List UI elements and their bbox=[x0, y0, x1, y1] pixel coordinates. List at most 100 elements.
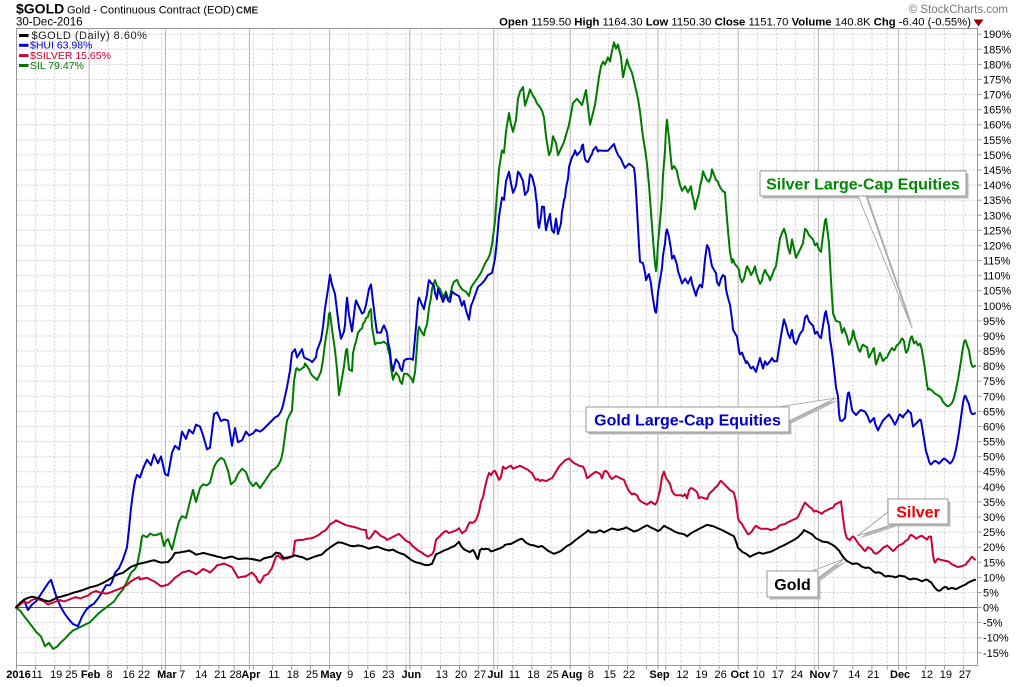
svg-text:7: 7 bbox=[179, 669, 185, 681]
svg-text:11: 11 bbox=[509, 669, 520, 681]
svg-text:-10%: -10% bbox=[983, 633, 1009, 645]
svg-text:130%: 130% bbox=[983, 210, 1011, 222]
svg-text:135%: 135% bbox=[983, 195, 1011, 207]
svg-text:23: 23 bbox=[382, 669, 394, 681]
svg-text:$GOLD: $GOLD bbox=[16, 1, 64, 17]
svg-text:Sep: Sep bbox=[649, 669, 669, 681]
svg-text:22: 22 bbox=[138, 669, 150, 681]
svg-text:10: 10 bbox=[753, 669, 765, 681]
svg-text:14: 14 bbox=[848, 669, 860, 681]
svg-text:21: 21 bbox=[867, 669, 879, 681]
svg-text:-15%: -15% bbox=[983, 648, 1009, 660]
svg-text:45%: 45% bbox=[983, 467, 1005, 479]
svg-text:110%: 110% bbox=[983, 271, 1011, 283]
svg-text:105%: 105% bbox=[983, 286, 1011, 298]
svg-text:Aug: Aug bbox=[561, 669, 582, 681]
svg-text:-5%: -5% bbox=[983, 618, 1003, 630]
svg-text:11: 11 bbox=[268, 669, 279, 681]
svg-text:15%: 15% bbox=[983, 557, 1005, 569]
svg-text:55%: 55% bbox=[983, 437, 1005, 449]
svg-text:SIL 79.47%: SIL 79.47% bbox=[30, 60, 84, 72]
svg-text:16: 16 bbox=[123, 669, 135, 681]
svg-text:0%: 0% bbox=[983, 603, 999, 615]
svg-text:Jun: Jun bbox=[402, 669, 422, 681]
svg-text:27: 27 bbox=[474, 669, 486, 681]
svg-text:90%: 90% bbox=[983, 331, 1005, 343]
svg-text:Silver: Silver bbox=[896, 504, 940, 521]
svg-text:2016: 2016 bbox=[6, 669, 30, 681]
svg-text:Nov: Nov bbox=[810, 669, 832, 681]
svg-text:25: 25 bbox=[306, 669, 318, 681]
svg-text:165%: 165% bbox=[983, 105, 1011, 117]
svg-text:175%: 175% bbox=[983, 75, 1011, 87]
svg-text:19: 19 bbox=[695, 669, 707, 681]
svg-text:© StockCharts.com: © StockCharts.com bbox=[909, 4, 1008, 16]
svg-text:9: 9 bbox=[347, 669, 353, 681]
svg-text:27: 27 bbox=[959, 669, 971, 681]
svg-text:190%: 190% bbox=[983, 29, 1011, 41]
svg-text:30%: 30% bbox=[983, 512, 1005, 524]
svg-text:Jul: Jul bbox=[487, 669, 503, 681]
svg-text:May: May bbox=[320, 669, 342, 681]
svg-text:75%: 75% bbox=[983, 376, 1005, 388]
svg-text:85%: 85% bbox=[983, 346, 1005, 358]
svg-text:145%: 145% bbox=[983, 165, 1011, 177]
svg-text:15: 15 bbox=[604, 669, 616, 681]
svg-text:25: 25 bbox=[65, 669, 77, 681]
svg-text:$SILVER 15.65%: $SILVER 15.65% bbox=[30, 50, 111, 62]
svg-text:$HUI 63.98%: $HUI 63.98% bbox=[30, 40, 92, 52]
svg-text:Gold - Continuous Contract (EO: Gold - Continuous Contract (EOD) bbox=[67, 5, 235, 17]
svg-text:Gold: Gold bbox=[774, 577, 810, 594]
svg-text:140%: 140% bbox=[983, 180, 1011, 192]
svg-text:100%: 100% bbox=[983, 301, 1011, 313]
svg-text:14: 14 bbox=[195, 669, 207, 681]
svg-text:60%: 60% bbox=[983, 422, 1005, 434]
svg-text:155%: 155% bbox=[983, 135, 1011, 147]
svg-text:24: 24 bbox=[791, 669, 803, 681]
svg-text:115%: 115% bbox=[983, 256, 1011, 268]
svg-text:13: 13 bbox=[436, 669, 448, 681]
svg-text:Feb: Feb bbox=[81, 669, 101, 681]
svg-text:10%: 10% bbox=[983, 572, 1005, 584]
svg-text:7: 7 bbox=[832, 669, 838, 681]
svg-text:22: 22 bbox=[623, 669, 635, 681]
svg-text:40%: 40% bbox=[983, 482, 1005, 494]
svg-text:CME: CME bbox=[236, 6, 259, 17]
svg-text:16: 16 bbox=[363, 669, 375, 681]
svg-text:160%: 160% bbox=[983, 120, 1011, 132]
svg-text:26: 26 bbox=[714, 669, 726, 681]
svg-text:50%: 50% bbox=[983, 452, 1005, 464]
svg-text:20: 20 bbox=[455, 669, 467, 681]
svg-text:170%: 170% bbox=[983, 90, 1011, 102]
svg-text:35%: 35% bbox=[983, 497, 1005, 509]
svg-text:150%: 150% bbox=[983, 150, 1011, 162]
svg-text:21: 21 bbox=[214, 669, 226, 681]
svg-text:12: 12 bbox=[921, 669, 933, 681]
svg-text:Mar: Mar bbox=[157, 669, 177, 681]
svg-text:70%: 70% bbox=[983, 391, 1005, 403]
svg-text:18: 18 bbox=[527, 669, 539, 681]
svg-text:180%: 180% bbox=[983, 59, 1011, 71]
svg-text:Silver Large-Cap Equities: Silver Large-Cap Equities bbox=[766, 176, 960, 193]
svg-text:12: 12 bbox=[676, 669, 688, 681]
svg-text:20%: 20% bbox=[983, 542, 1005, 554]
svg-text:30-Dec-2016: 30-Dec-2016 bbox=[16, 17, 82, 29]
svg-text:120%: 120% bbox=[983, 240, 1011, 252]
svg-text:8: 8 bbox=[107, 669, 113, 681]
svg-text:Oct: Oct bbox=[731, 669, 750, 681]
svg-text:Open 1159.50 High 1164.30 Low: Open 1159.50 High 1164.30 Low 1150.30 Cl… bbox=[499, 17, 971, 29]
svg-text:80%: 80% bbox=[983, 361, 1005, 373]
svg-text:8: 8 bbox=[588, 669, 594, 681]
svg-text:19: 19 bbox=[50, 669, 62, 681]
svg-text:185%: 185% bbox=[983, 44, 1011, 56]
svg-text:Dec: Dec bbox=[890, 669, 910, 681]
svg-text:65%: 65% bbox=[983, 406, 1005, 418]
svg-text:17: 17 bbox=[772, 669, 784, 681]
svg-text:$GOLD (Daily) 8.60%: $GOLD (Daily) 8.60% bbox=[32, 30, 148, 42]
svg-text:18: 18 bbox=[287, 669, 299, 681]
svg-text:Gold Large-Cap Equities: Gold Large-Cap Equities bbox=[594, 412, 781, 429]
svg-text:125%: 125% bbox=[983, 225, 1011, 237]
svg-text:Apr: Apr bbox=[241, 669, 261, 681]
svg-text:28: 28 bbox=[230, 669, 242, 681]
svg-text:11: 11 bbox=[31, 669, 42, 681]
